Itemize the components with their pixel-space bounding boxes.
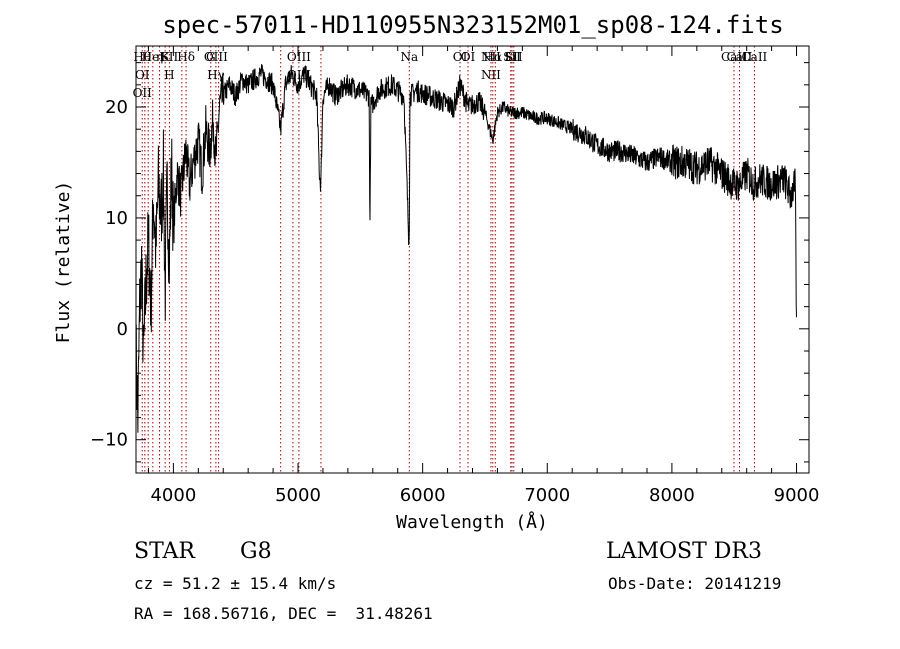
y-tick-label: −10 bbox=[90, 430, 128, 451]
line-marker-label: OIII bbox=[287, 50, 311, 64]
spectrum-line bbox=[135, 64, 797, 433]
line-marker-label: CaII bbox=[721, 50, 747, 64]
x-tick-label: 5000 bbox=[275, 485, 321, 506]
line-marker-label: NII bbox=[481, 68, 501, 82]
object-subclass: G8 bbox=[240, 539, 272, 564]
object-class: STAR bbox=[134, 539, 195, 564]
line-marker-label: NII bbox=[481, 50, 501, 64]
line-marker-label: Hγ bbox=[207, 68, 225, 82]
line-marker-label: OI bbox=[135, 68, 150, 82]
y-axis-label: Flux (relative) bbox=[53, 181, 74, 344]
line-marker-label: K bbox=[161, 50, 171, 64]
x-tick-label: 6000 bbox=[400, 485, 446, 506]
line-marker-label: Hα bbox=[484, 50, 503, 64]
line-marker-label: SII bbox=[161, 50, 179, 64]
line-marker-label: OII bbox=[133, 86, 153, 100]
x-axis-label: Wavelength (Å) bbox=[396, 511, 548, 533]
x-tick-label: 8000 bbox=[649, 485, 695, 506]
x-tick-label: 7000 bbox=[524, 485, 570, 506]
line-marker-label: CaII bbox=[727, 50, 753, 64]
y-tick-label: 20 bbox=[105, 97, 128, 118]
line-marker-label: Li bbox=[505, 50, 517, 64]
line-marker-label: H bbox=[164, 68, 174, 82]
y-tick-label: 10 bbox=[105, 208, 128, 229]
line-marker-label: SII bbox=[505, 50, 523, 64]
line-marker-label: η bbox=[156, 50, 163, 64]
y-tick-label: 0 bbox=[117, 319, 128, 340]
line-marker-label: CaII bbox=[741, 50, 767, 64]
y-axis-ticks: −10 0 10 20 bbox=[90, 62, 809, 463]
line-marker-label: HeI bbox=[142, 50, 165, 64]
survey-name: LAMOST DR3 bbox=[606, 539, 762, 564]
redshift-text: cz = 51.2 ± 15.4 km/s bbox=[134, 574, 337, 593]
coordinates-text: RA = 168.56716, DEC = 31.48261 bbox=[134, 604, 433, 623]
line-marker-label: OI bbox=[461, 50, 476, 64]
line-marker-label: SII bbox=[503, 50, 521, 64]
x-tick-label: 4000 bbox=[150, 485, 196, 506]
x-axis-ticks: 4000 5000 6000 7000 8000 9000 bbox=[147, 46, 820, 506]
line-marker-label: OIII bbox=[204, 50, 228, 64]
line-marker-label: Na bbox=[400, 50, 418, 64]
observation-date: Obs-Date: 20141219 bbox=[608, 574, 782, 593]
line-marker-label: Hθ bbox=[133, 50, 151, 64]
chart-title: spec-57011-HD110955N323152M01_sp08-124.f… bbox=[162, 11, 783, 39]
line-marker-label: G bbox=[206, 50, 216, 64]
line-marker-label: OI bbox=[453, 50, 468, 64]
x-tick-label: 9000 bbox=[774, 485, 820, 506]
line-marker-label: Hδ bbox=[177, 50, 195, 64]
